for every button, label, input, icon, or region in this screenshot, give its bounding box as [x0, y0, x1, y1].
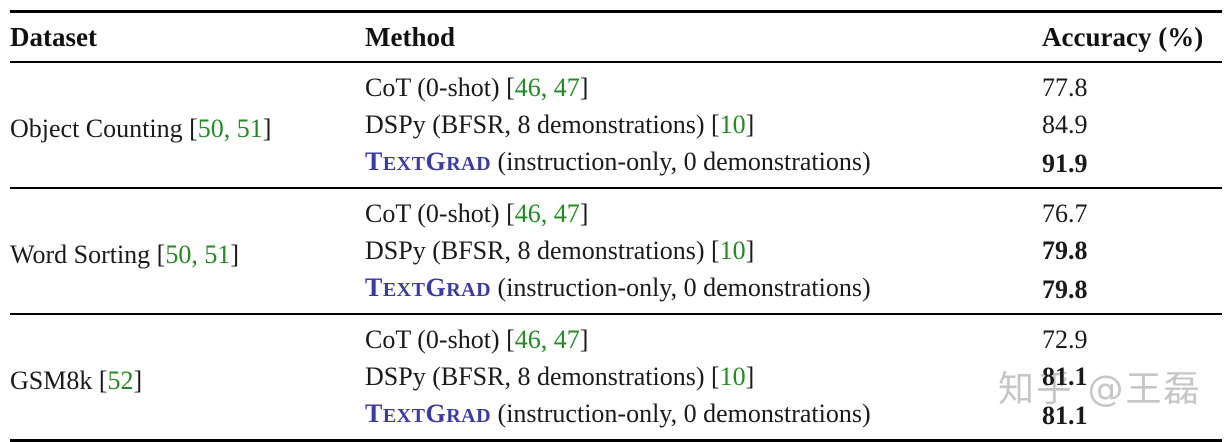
results-table-container: Dataset Method Accuracy (%) Object Count…	[10, 10, 1222, 442]
citation-link[interactable]: 10	[719, 110, 746, 139]
textgrad-wordmark: T	[365, 273, 383, 302]
accuracy-value: 91.9	[1042, 148, 1088, 178]
method-cell: TEXTGRAD (instruction-only, 0 demonstrat…	[365, 395, 1042, 441]
method-cell: TEXTGRAD (instruction-only, 0 demonstrat…	[365, 143, 1042, 188]
citation-link[interactable]: 46, 47	[514, 73, 580, 102]
textgrad-wordmark: EXT	[382, 279, 426, 301]
textgrad-wordmark: RAD	[446, 405, 492, 427]
dataset-cell: Word Sorting [50, 51]	[10, 188, 365, 314]
dataset-cell: Object Counting [50, 51]	[10, 62, 365, 188]
table-row: TEXTGRAD (instruction-only, 0 demonstrat…	[10, 395, 1222, 441]
text-segment: (instruction-only, 0 demonstrations)	[491, 273, 871, 302]
method-cell: CoT (0-shot) [46, 47]	[365, 188, 1042, 232]
text-segment: DSPy (BFSR, 8 demonstrations) [	[365, 362, 720, 391]
text-segment: ]	[745, 362, 755, 391]
method-cell: DSPy (BFSR, 8 demonstrations) [10]	[365, 232, 1042, 269]
table-row: TEXTGRAD (instruction-only, 0 demonstrat…	[10, 269, 1222, 314]
text-segment: (instruction-only, 0 demonstrations)	[491, 399, 871, 428]
text-segment: ]	[133, 365, 143, 395]
header-row: Dataset Method Accuracy (%)	[10, 11, 1222, 62]
header-method: Method	[365, 22, 455, 52]
textgrad-wordmark: EXT	[382, 405, 426, 427]
accuracy-value: 79.8	[1042, 236, 1088, 265]
accuracy-value: 81.1	[1042, 362, 1088, 391]
table-row: TEXTGRAD (instruction-only, 0 demonstrat…	[10, 143, 1222, 188]
table-body: Object Counting [50, 51] CoT (0-shot) [46…	[10, 62, 1222, 441]
textgrad-wordmark: G	[425, 147, 447, 176]
citation-link[interactable]: 46, 47	[514, 199, 580, 228]
table-row: Object Counting [50, 51] CoT (0-shot) [46…	[10, 62, 1222, 143]
table-row: Word Sorting [50, 51] CoT (0-shot) [46, 4…	[10, 188, 1222, 269]
textgrad-wordmark: EXT	[382, 153, 426, 175]
accuracy-value: 84.9	[1042, 110, 1088, 139]
accuracy-value: 79.8	[1042, 274, 1088, 304]
text-segment: ]	[230, 239, 240, 269]
text-segment: DSPy (BFSR, 8 demonstrations) [	[365, 110, 720, 139]
accuracy-value: 77.8	[1042, 73, 1088, 102]
text-segment: ]	[745, 110, 755, 139]
table-row: DSPy (BFSR, 8 demonstrations) [10] 84.9	[10, 106, 1222, 143]
text-segment: ]	[579, 325, 589, 354]
text-segment: ]	[745, 236, 755, 265]
text-segment: CoT (0-shot) [	[365, 199, 515, 228]
method-cell: DSPy (BFSR, 8 demonstrations) [10]	[365, 358, 1042, 395]
text-segment: Object Counting [	[10, 113, 198, 143]
table-row: DSPy (BFSR, 8 demonstrations) [10] 79.8	[10, 232, 1222, 269]
table-header: Dataset Method Accuracy (%)	[10, 11, 1222, 62]
textgrad-wordmark: T	[365, 147, 383, 176]
textgrad-wordmark: G	[425, 273, 447, 302]
citation-link[interactable]: 50, 51	[165, 239, 231, 269]
table-row: GSM8k [52] CoT (0-shot) [46, 47] 72.9	[10, 314, 1222, 395]
accuracy-value: 81.1	[1042, 400, 1088, 430]
accuracy-value: 72.9	[1042, 325, 1088, 354]
header-dataset: Dataset	[10, 22, 97, 52]
text-segment: (instruction-only, 0 demonstrations)	[491, 147, 871, 176]
citation-link[interactable]: 10	[719, 362, 746, 391]
text-segment: ]	[262, 113, 272, 143]
citation-link[interactable]: 46, 47	[514, 325, 580, 354]
table-row: DSPy (BFSR, 8 demonstrations) [10] 81.1	[10, 358, 1222, 395]
textgrad-wordmark: RAD	[446, 153, 492, 175]
citation-link[interactable]: 10	[719, 236, 746, 265]
citation-link[interactable]: 52	[107, 365, 134, 395]
text-segment: ]	[579, 73, 589, 102]
results-table: Dataset Method Accuracy (%) Object Count…	[10, 10, 1222, 442]
textgrad-wordmark: G	[425, 399, 447, 428]
textgrad-wordmark: T	[365, 399, 383, 428]
citation-link[interactable]: 50, 51	[197, 113, 263, 143]
text-segment: CoT (0-shot) [	[365, 73, 515, 102]
text-segment: DSPy (BFSR, 8 demonstrations) [	[365, 236, 720, 265]
method-cell: TEXTGRAD (instruction-only, 0 demonstrat…	[365, 269, 1042, 314]
method-cell: DSPy (BFSR, 8 demonstrations) [10]	[365, 106, 1042, 143]
accuracy-value: 76.7	[1042, 199, 1088, 228]
header-accuracy: Accuracy (%)	[1042, 22, 1204, 52]
method-cell: CoT (0-shot) [46, 47]	[365, 314, 1042, 358]
text-segment: GSM8k [	[10, 365, 108, 395]
textgrad-wordmark: RAD	[446, 279, 492, 301]
text-segment: Word Sorting [	[10, 239, 166, 269]
dataset-cell: GSM8k [52]	[10, 314, 365, 441]
text-segment: CoT (0-shot) [	[365, 325, 515, 354]
text-segment: ]	[579, 199, 589, 228]
method-cell: CoT (0-shot) [46, 47]	[365, 62, 1042, 106]
